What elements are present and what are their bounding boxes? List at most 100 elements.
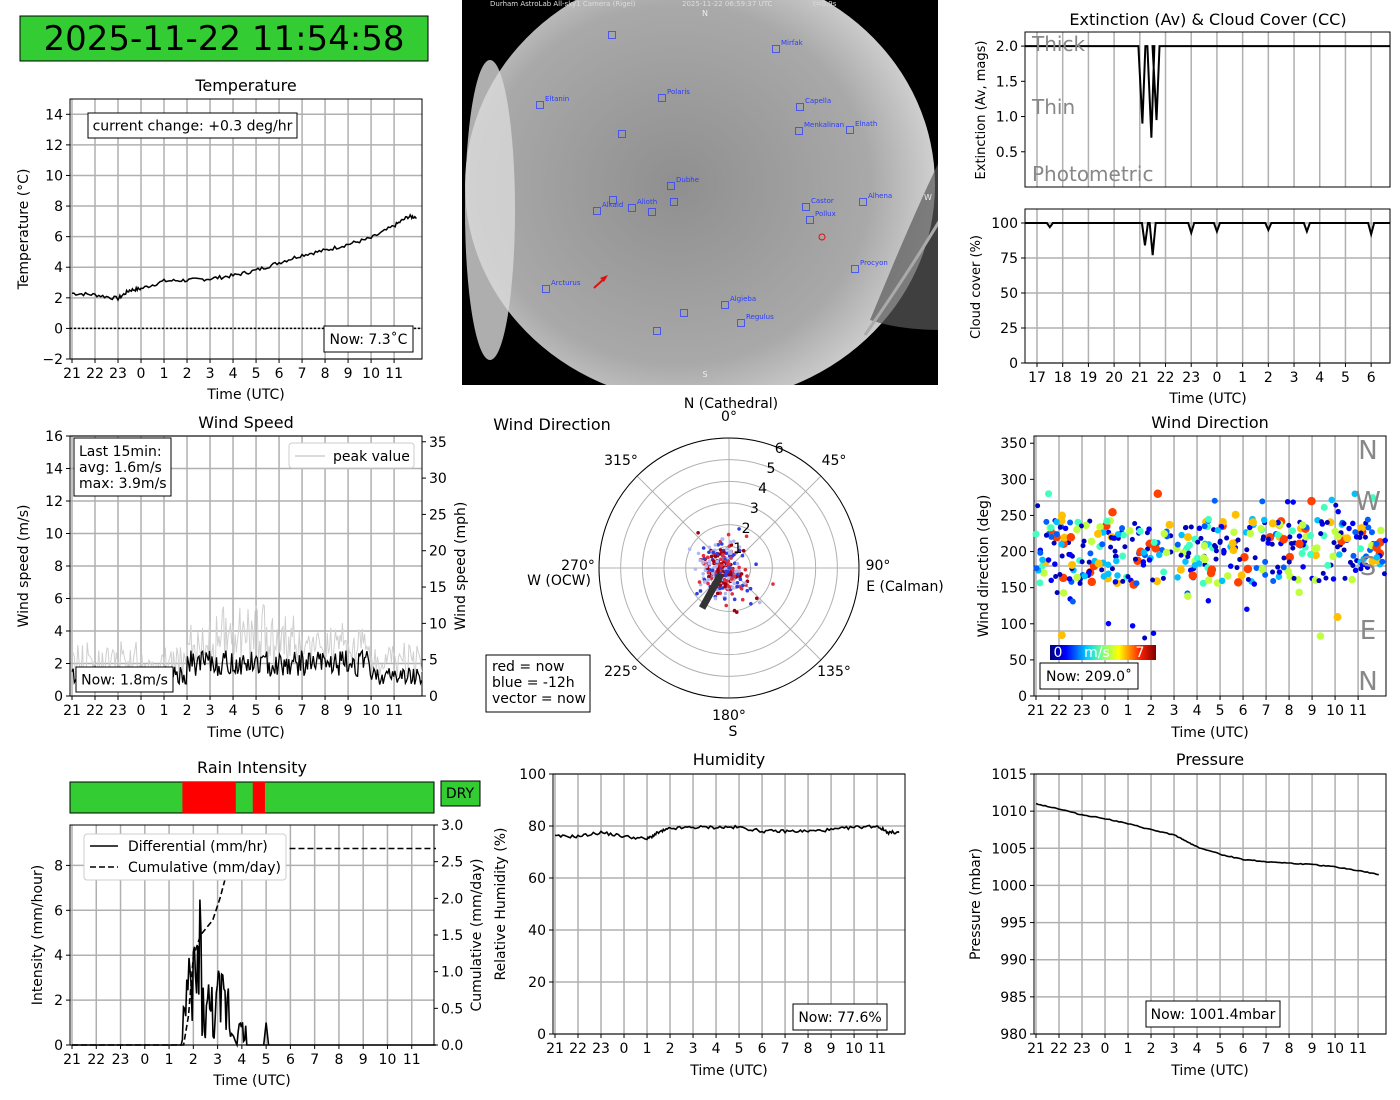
rose-point — [713, 543, 718, 547]
wdir-point — [1140, 559, 1147, 565]
wdir-point — [1280, 564, 1287, 571]
sky-camera-image: Durham AstroLab All-sky1 Camera (Rigel) … — [462, 0, 938, 385]
star-box — [846, 126, 854, 134]
wdir-point — [1174, 574, 1181, 581]
wdir-xtick-label: 1 — [1124, 703, 1133, 719]
wdir-point — [1251, 581, 1258, 587]
rose-point — [738, 577, 743, 582]
wdir-xtick-label: 7 — [1262, 703, 1271, 719]
wdir-point — [1045, 557, 1052, 563]
rain-legend-cum: Cumulative (mm/day) — [128, 860, 281, 876]
rose-point — [732, 581, 737, 586]
wdir-xtick-label: 21 — [1027, 703, 1045, 719]
ext-axes: 0.5 1.0 1.5 2.0 — [996, 31, 1391, 188]
rose-point — [730, 568, 735, 573]
rose-point — [707, 550, 711, 555]
wdir-point — [1258, 565, 1267, 574]
pres-now-label-box — [1145, 1000, 1281, 1028]
cloud-series-line — [1025, 222, 1390, 256]
rose-rlabel: 4 — [758, 481, 767, 497]
star-box — [593, 207, 601, 215]
wdir-point — [1229, 546, 1238, 555]
wdir-point — [1346, 525, 1352, 532]
wind-stats-box — [73, 437, 172, 497]
temp-xtick-label: 8 — [321, 366, 330, 382]
wind-xtick-label: 6 — [275, 703, 284, 719]
pres-xtick-label: 0 — [1101, 1041, 1110, 1057]
temp-xtick-label: 4 — [229, 366, 238, 382]
pres-ylabel: Pressure (mbar) — [968, 848, 984, 960]
pres-series-line — [1035, 802, 1379, 876]
wdir-point — [1129, 536, 1135, 542]
cloud-ytick-label: 100 — [991, 216, 1018, 232]
wdir-point — [1082, 521, 1090, 530]
temp-xtick-label: 7 — [298, 366, 307, 382]
wind-y2tick-label: 10 — [429, 616, 447, 632]
hum-ytick-label: 20 — [528, 975, 546, 991]
rain-cumulative-line — [72, 847, 436, 1046]
wind-ytick-label: 12 — [45, 494, 63, 510]
pres-title: Pressure — [1176, 750, 1244, 769]
wdir-point — [1318, 531, 1324, 537]
rose-point — [743, 581, 747, 585]
wdir-point — [1074, 518, 1082, 526]
wdir-point — [1285, 552, 1295, 562]
wdir-point — [1249, 518, 1258, 527]
cloud-xtick-label: 22 — [1157, 370, 1175, 386]
temp-title: Temperature — [194, 76, 296, 95]
camera-timestamp: 2025-11-22 06:59:37 UTC — [682, 0, 773, 8]
wdir-point — [1270, 578, 1277, 585]
rain-xtick-label: 10 — [379, 1052, 397, 1068]
rose-rlabel: 3 — [750, 501, 759, 517]
rose-point — [723, 572, 728, 576]
rose-point — [737, 569, 741, 573]
wdir-point — [1126, 527, 1134, 535]
wdir-point — [1066, 576, 1073, 582]
ext-ylabel: Extinction (Av, mags) — [974, 41, 989, 180]
wind-xtick-label: 2 — [183, 703, 192, 719]
wdir-point — [1047, 524, 1055, 532]
wdir-colorbar-max: 7 — [1136, 645, 1145, 661]
wind-stats-line: Last 15min: — [79, 444, 162, 460]
rain-title: Rain Intensity — [197, 758, 307, 777]
pres-xtick-label: 5 — [1216, 1041, 1225, 1057]
pres-ytick-label: 990 — [1000, 953, 1027, 969]
temp-now-label: Now: 7.3˚C — [330, 331, 408, 348]
rose-point — [728, 572, 733, 577]
wdir-point — [1352, 567, 1359, 574]
rose-point — [697, 580, 702, 584]
wdir-point — [1351, 490, 1359, 498]
hum-xlabel: Time (UTC) — [689, 1063, 767, 1079]
wdir-point — [1057, 572, 1063, 578]
rose-point — [729, 577, 734, 581]
star-box — [628, 204, 636, 212]
rose-point — [732, 597, 737, 602]
wdir-point — [1245, 577, 1251, 583]
rose-point — [707, 561, 712, 566]
rose-w-label: W (OCW) — [527, 573, 591, 589]
wdir-point — [1032, 530, 1040, 538]
wdir-point — [1051, 540, 1057, 546]
wdir-point — [1184, 533, 1193, 542]
rain-ylabel2: Cumulative (mm/day) — [469, 858, 485, 1011]
wdir-xtick-label: 3 — [1170, 703, 1179, 719]
wdir-point — [1066, 533, 1076, 542]
hum-xtick-label: 4 — [712, 1041, 721, 1057]
star-box — [806, 216, 814, 224]
rose-point — [696, 551, 701, 556]
rose-point — [716, 542, 720, 547]
wdir-point — [1211, 497, 1218, 504]
rose-point — [732, 561, 737, 566]
wdir-point — [1363, 553, 1370, 560]
rose-point — [738, 584, 742, 589]
wind-ytick-label: 10 — [45, 527, 63, 543]
rose-point — [740, 583, 745, 588]
wind-y2tick-label: 25 — [429, 507, 447, 523]
wdir-point — [1142, 635, 1148, 641]
wdir-compass-label: W — [1355, 487, 1381, 517]
wind-xtick-label: 21 — [63, 703, 81, 719]
wdir-point — [1087, 577, 1097, 587]
rain-ylabel: Intensity (mm/hour) — [30, 865, 46, 1005]
